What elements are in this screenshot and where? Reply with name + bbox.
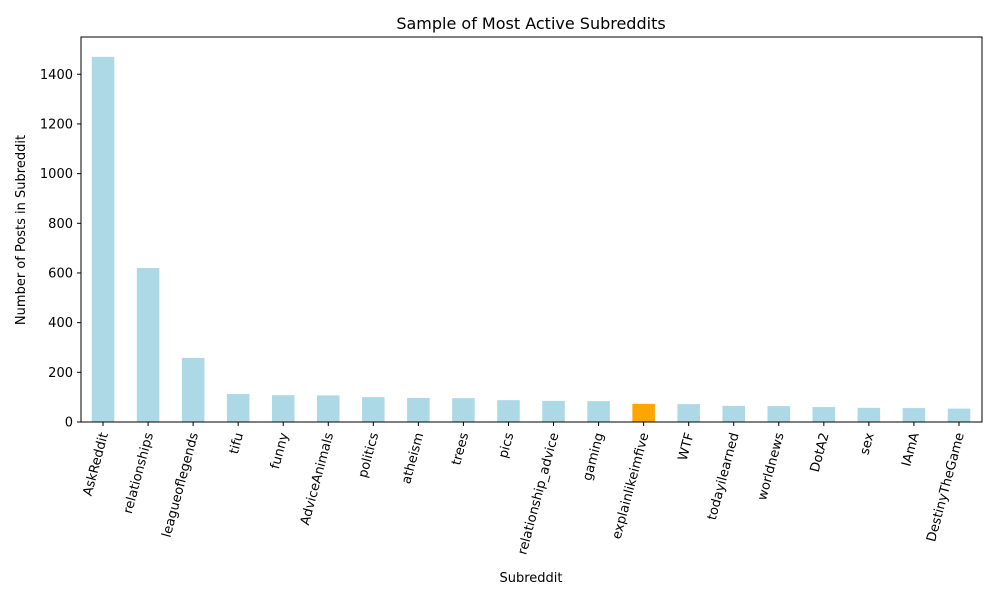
y-axis: 0 200 400 600 800 1000 1200 1400	[40, 68, 81, 431]
y-tick-label: 200	[48, 366, 73, 381]
y-tick-label: 800	[48, 217, 73, 232]
x-tick-label: explainlikeimfive	[610, 431, 653, 541]
bar-relationships	[136, 268, 160, 422]
bar-pics	[497, 400, 520, 422]
bar-todayilearned	[722, 405, 745, 422]
bar-AdviceAnimals	[317, 395, 340, 422]
x-tick-label: IAmA	[899, 431, 922, 468]
bar-worldnews	[767, 406, 791, 422]
y-tick-label: 600	[48, 266, 73, 281]
x-axis-label: Subreddit	[499, 571, 562, 586]
x-tick-label: gaming	[580, 431, 607, 482]
bar-AskReddit	[91, 56, 115, 422]
bar-tifu	[226, 393, 250, 422]
x-tick-label: relationship_advice	[515, 431, 562, 556]
bar-explainlikeimfive	[632, 403, 655, 422]
x-tick-label: relationships	[121, 431, 157, 515]
x-tick-label: atheism	[399, 431, 427, 485]
x-tick-label: trees	[449, 431, 472, 467]
x-tick-label: todayilearned	[705, 431, 743, 522]
x-axis: AskReddit relationships leagueoflegends tif…	[81, 422, 968, 556]
bar-politics	[362, 397, 385, 422]
y-tick-label: 1000	[40, 167, 73, 182]
x-tick-label: AskReddit	[81, 431, 112, 498]
x-tick-label: sex	[857, 431, 877, 457]
y-tick-label: 0	[65, 416, 73, 431]
x-tick-label: funny	[268, 431, 292, 471]
plot-frame	[80, 36, 983, 423]
bar-sex	[857, 407, 881, 422]
bar-atheism	[407, 397, 430, 422]
bar-WTF	[677, 404, 700, 422]
bar-trees	[452, 398, 475, 422]
bar-relationship_advice	[542, 400, 565, 422]
y-tick-label: 400	[48, 316, 73, 331]
y-tick-label: 1400	[40, 68, 73, 83]
bar-DotA2	[812, 407, 836, 422]
y-axis-label: Number of Posts in Subreddit	[14, 135, 29, 325]
x-tick-label: politics	[356, 431, 382, 480]
bar-IAmA	[902, 408, 926, 422]
x-tick-label: worldnews	[755, 431, 788, 502]
x-tick-label: tifu	[227, 431, 247, 456]
x-tick-label: pics	[496, 431, 517, 460]
x-tick-label: DotA2	[808, 431, 833, 474]
bar-DestinyTheGame	[947, 408, 971, 422]
x-tick-label: DestinyTheGame	[924, 431, 968, 543]
x-tick-label: leagueoflegends	[160, 431, 202, 539]
bar-funny	[271, 395, 295, 422]
bar-gaming	[587, 401, 610, 422]
y-tick-label: 1200	[40, 117, 73, 132]
bar-leagueoflegends	[181, 357, 205, 422]
x-tick-label: AdviceAnimals	[298, 431, 337, 527]
x-tick-label: WTF	[676, 431, 698, 462]
chart-title: Sample of Most Active Subreddits	[396, 14, 665, 33]
bar-series	[91, 56, 971, 422]
